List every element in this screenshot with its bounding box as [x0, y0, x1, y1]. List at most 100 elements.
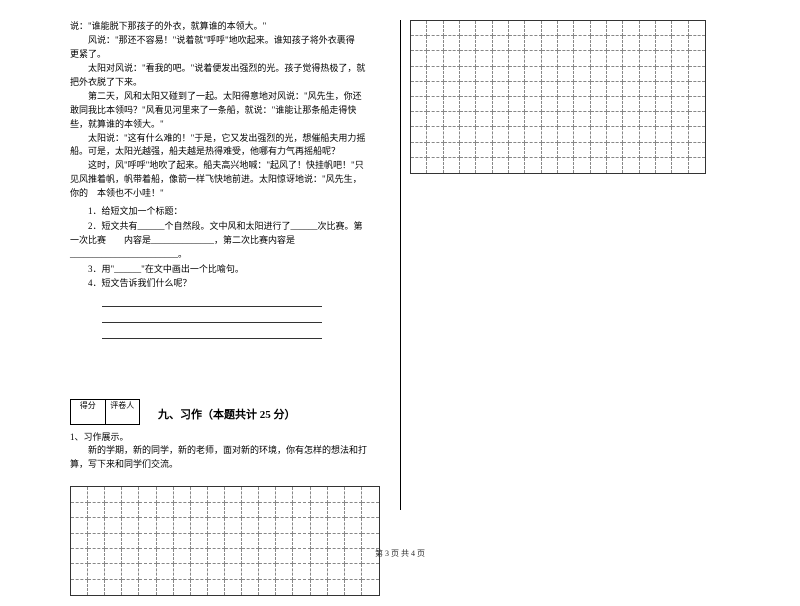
- grid-cell: [460, 21, 476, 36]
- grid-cell: [607, 127, 623, 142]
- grid-cell: [656, 21, 672, 36]
- grid-cell: [623, 51, 639, 66]
- grid-cell: [411, 67, 427, 82]
- grid-cell: [225, 487, 242, 502]
- grid-cell: [493, 97, 509, 112]
- grid-cell: [208, 518, 225, 533]
- grid-cell: [362, 580, 379, 595]
- grid-cell: [623, 112, 639, 127]
- grid-cell: [574, 143, 590, 158]
- grid-cell: [558, 158, 574, 173]
- grid-cell: [640, 97, 656, 112]
- grid-cell: [689, 21, 705, 36]
- reading-passage: 说："谁能脱下那孩子的外衣，就算谁的本领大。" 风说："那还不容易！"说着就"呼…: [70, 20, 370, 201]
- grid-cell: [139, 580, 156, 595]
- grid-cell: [542, 36, 558, 51]
- grid-cell: [411, 143, 427, 158]
- grid-cell: [345, 580, 362, 595]
- grid-cell: [427, 82, 443, 97]
- left-column: 说："谁能脱下那孩子的外衣，就算谁的本领大。" 风说："那还不容易！"说着就"呼…: [70, 20, 390, 596]
- grid-cell: [328, 503, 345, 518]
- grid-cell: [311, 534, 328, 549]
- grid-cell: [525, 82, 541, 97]
- grid-cell: [259, 534, 276, 549]
- grid-cell: [672, 82, 688, 97]
- question-4: 4．短文告诉我们什么呢？: [70, 276, 370, 290]
- grid-cell: [623, 82, 639, 97]
- grid-cell: [493, 158, 509, 173]
- grid-cell: [191, 518, 208, 533]
- grid-cell: [276, 580, 293, 595]
- grid-cell: [411, 36, 427, 51]
- grid-cell: [591, 97, 607, 112]
- passage-line: 太阳对风说："看我的吧。"说着便发出强烈的光。孩子觉得热极了，就 把外衣脱了下来…: [70, 62, 370, 90]
- grid-cell: [328, 580, 345, 595]
- grid-cell: [208, 503, 225, 518]
- page-container: 说："谁能脱下那孩子的外衣，就算谁的本领大。" 风说："那还不容易！"说着就"呼…: [0, 0, 800, 606]
- grid-cell: [509, 127, 525, 142]
- answer-blank: [102, 295, 322, 307]
- grid-cell: [656, 97, 672, 112]
- grid-cell: [509, 36, 525, 51]
- grid-cell: [558, 67, 574, 82]
- grid-cell: [444, 21, 460, 36]
- grid-cell: [591, 143, 607, 158]
- grid-cell: [293, 564, 310, 579]
- grid-cell: [157, 534, 174, 549]
- grid-cell: [493, 112, 509, 127]
- grid-cell: [411, 21, 427, 36]
- grid-cell: [476, 143, 492, 158]
- grid-cell: [542, 143, 558, 158]
- grid-cell: [293, 503, 310, 518]
- grid-cell: [225, 564, 242, 579]
- section-9-title: 九、习作（本题共计 25 分）: [158, 406, 296, 425]
- grid-cell: [558, 112, 574, 127]
- grid-cell: [607, 67, 623, 82]
- grid-cell: [591, 82, 607, 97]
- grid-cell: [444, 158, 460, 173]
- grid-cell: [672, 158, 688, 173]
- grid-cell: [460, 51, 476, 66]
- grid-cell: [525, 67, 541, 82]
- grid-cell: [276, 503, 293, 518]
- grid-cell: [558, 143, 574, 158]
- grid-cell: [174, 580, 191, 595]
- grid-cell: [191, 487, 208, 502]
- grid-cell: [157, 564, 174, 579]
- grid-cell: [623, 21, 639, 36]
- grid-cell: [656, 127, 672, 142]
- composition-grid-left: [70, 486, 380, 596]
- grid-cell: [191, 503, 208, 518]
- grid-cell: [311, 564, 328, 579]
- grid-cell: [71, 564, 88, 579]
- grid-cell: [607, 36, 623, 51]
- grid-cell: [191, 564, 208, 579]
- grid-cell: [656, 51, 672, 66]
- grid-cell: [672, 36, 688, 51]
- grid-cell: [689, 158, 705, 173]
- grid-cell: [139, 534, 156, 549]
- grid-cell: [689, 36, 705, 51]
- grid-cell: [591, 67, 607, 82]
- grid-cell: [225, 518, 242, 533]
- grid-cell: [460, 36, 476, 51]
- grid-cell: [656, 143, 672, 158]
- grid-cell: [640, 51, 656, 66]
- grid-cell: [525, 21, 541, 36]
- grid-cell: [71, 503, 88, 518]
- grid-cell: [672, 21, 688, 36]
- grid-cell: [444, 127, 460, 142]
- grid-cell: [672, 97, 688, 112]
- grid-cell: [574, 158, 590, 173]
- grid-cell: [174, 503, 191, 518]
- score-box: 得分 评卷人: [70, 399, 140, 425]
- grid-cell: [276, 487, 293, 502]
- grid-cell: [259, 518, 276, 533]
- grid-cell: [411, 158, 427, 173]
- grid-cell: [328, 487, 345, 502]
- grid-cell: [525, 112, 541, 127]
- grid-cell: [689, 143, 705, 158]
- grid-cell: [444, 67, 460, 82]
- grader-label: 评卷人: [106, 400, 140, 424]
- passage-line: 第二天，风和太阳又碰到了一起。太阳得意地对风说："风先生，你还敢同我比本领吗？"…: [70, 90, 370, 132]
